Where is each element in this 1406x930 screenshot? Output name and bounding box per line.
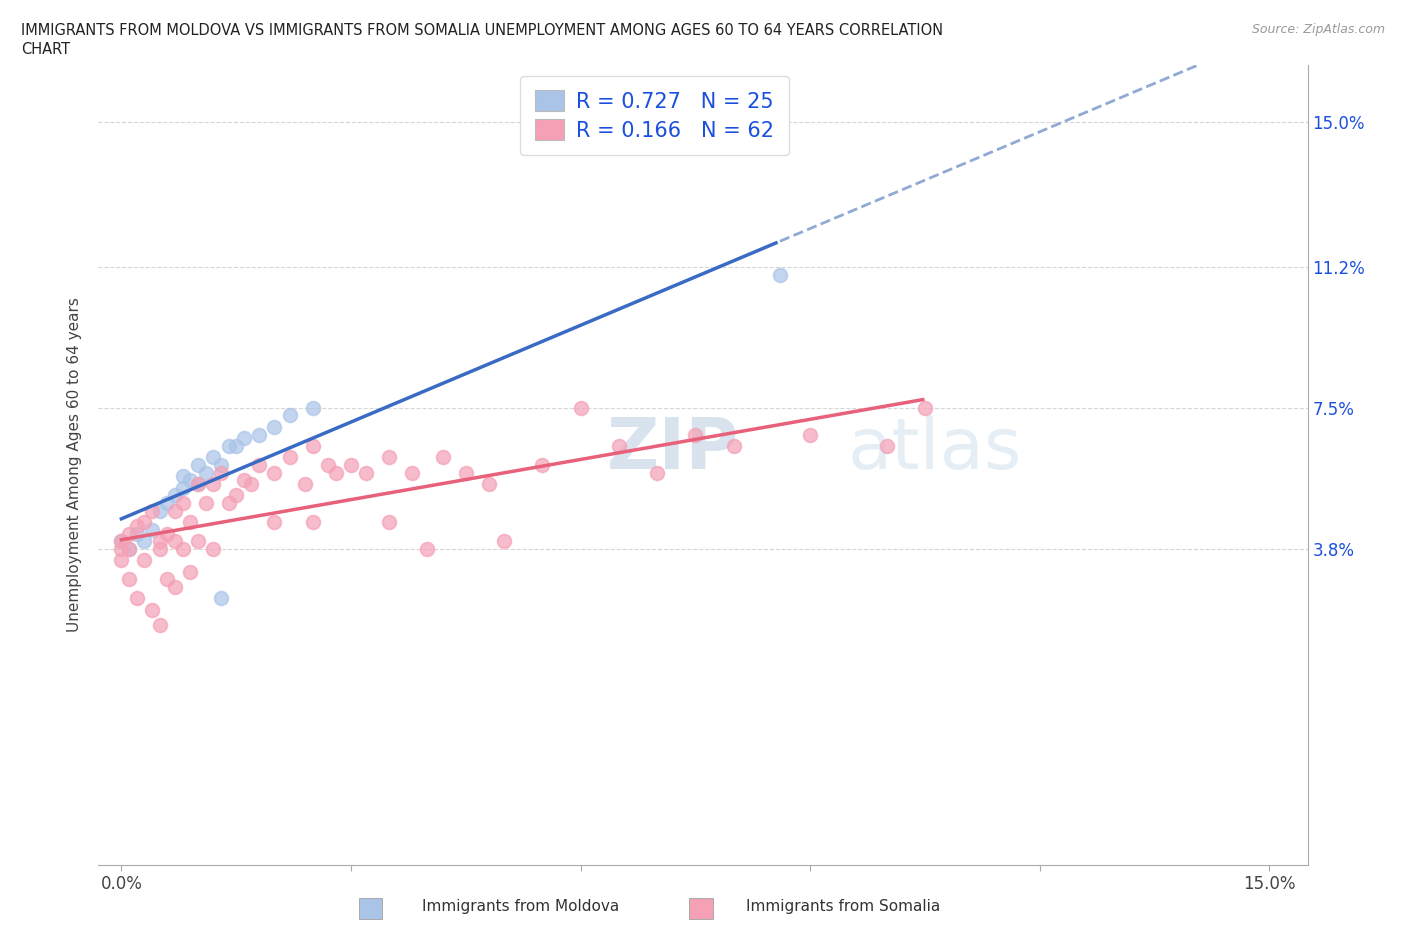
- Legend: R = 0.727   N = 25, R = 0.166   N = 62: R = 0.727 N = 25, R = 0.166 N = 62: [520, 75, 789, 155]
- Point: [187, 476, 209, 491]
- Text: Immigrants from Moldova: Immigrants from Moldova: [422, 899, 619, 914]
- Point: [118, 526, 141, 541]
- Point: [163, 534, 186, 549]
- Point: [240, 476, 263, 491]
- Point: [172, 541, 194, 556]
- Text: IMMIGRANTS FROM MOLDOVA VS IMMIGRANTS FROM SOMALIA UNEMPLOYMENT AMONG AGES 60 TO: IMMIGRANTS FROM MOLDOVA VS IMMIGRANTS FR…: [21, 23, 943, 38]
- Point: [478, 476, 501, 491]
- Point: [356, 465, 378, 480]
- Y-axis label: Unemployment Among Ages 60 to 64 years: Unemployment Among Ages 60 to 64 years: [67, 298, 83, 632]
- Point: [569, 401, 592, 416]
- Point: [247, 458, 270, 472]
- Point: [179, 472, 201, 487]
- Point: [294, 476, 316, 491]
- Point: [232, 431, 254, 445]
- Point: [156, 496, 179, 511]
- Point: [432, 450, 454, 465]
- Text: atlas: atlas: [848, 415, 1022, 484]
- Point: [218, 439, 240, 454]
- Point: [125, 519, 148, 534]
- Point: [914, 401, 936, 416]
- Point: [768, 267, 790, 282]
- Point: [163, 503, 186, 518]
- Point: [149, 541, 172, 556]
- Point: [209, 465, 232, 480]
- Text: Immigrants from Somalia: Immigrants from Somalia: [747, 899, 941, 914]
- Point: [172, 469, 194, 484]
- Point: [141, 523, 163, 538]
- Point: [209, 591, 232, 605]
- Point: [301, 401, 323, 416]
- Point: [263, 465, 285, 480]
- Point: [340, 458, 363, 472]
- Point: [202, 450, 225, 465]
- Point: [172, 496, 194, 511]
- Point: [263, 514, 285, 529]
- Point: [723, 439, 745, 454]
- Point: [134, 514, 156, 529]
- Point: [454, 465, 477, 480]
- Text: ZIP: ZIP: [606, 415, 738, 484]
- Point: [194, 465, 217, 480]
- Point: [179, 565, 201, 579]
- Point: [149, 503, 172, 518]
- Point: [301, 514, 323, 529]
- Point: [645, 465, 668, 480]
- Point: [799, 427, 821, 442]
- Point: [278, 408, 301, 423]
- Point: [118, 541, 141, 556]
- Text: Source: ZipAtlas.com: Source: ZipAtlas.com: [1251, 23, 1385, 36]
- Point: [134, 534, 156, 549]
- Point: [156, 572, 179, 587]
- Point: [163, 488, 186, 503]
- Point: [194, 496, 217, 511]
- Point: [110, 534, 132, 549]
- Point: [876, 439, 898, 454]
- Point: [187, 458, 209, 472]
- Point: [187, 534, 209, 549]
- Point: [118, 572, 141, 587]
- Point: [378, 514, 401, 529]
- Point: [125, 526, 148, 541]
- Point: [149, 534, 172, 549]
- Point: [149, 618, 172, 632]
- Point: [202, 541, 225, 556]
- Point: [401, 465, 423, 480]
- Point: [179, 514, 201, 529]
- Point: [209, 458, 232, 472]
- Point: [125, 591, 148, 605]
- Point: [247, 427, 270, 442]
- Point: [141, 503, 163, 518]
- Point: [110, 534, 132, 549]
- Point: [531, 458, 554, 472]
- Point: [218, 496, 240, 511]
- Point: [225, 439, 247, 454]
- Point: [134, 552, 156, 567]
- Text: CHART: CHART: [21, 42, 70, 57]
- Point: [278, 450, 301, 465]
- Point: [232, 472, 254, 487]
- Point: [416, 541, 439, 556]
- Point: [301, 439, 323, 454]
- Point: [607, 439, 630, 454]
- Point: [492, 534, 515, 549]
- Point: [325, 465, 347, 480]
- Point: [110, 552, 132, 567]
- Point: [172, 481, 194, 496]
- Point: [225, 488, 247, 503]
- Point: [141, 603, 163, 618]
- Point: [118, 541, 141, 556]
- Point: [316, 458, 339, 472]
- Point: [202, 476, 225, 491]
- Point: [378, 450, 401, 465]
- Point: [163, 579, 186, 594]
- Point: [187, 476, 209, 491]
- Point: [156, 526, 179, 541]
- Point: [263, 419, 285, 434]
- Point: [685, 427, 707, 442]
- Point: [110, 541, 132, 556]
